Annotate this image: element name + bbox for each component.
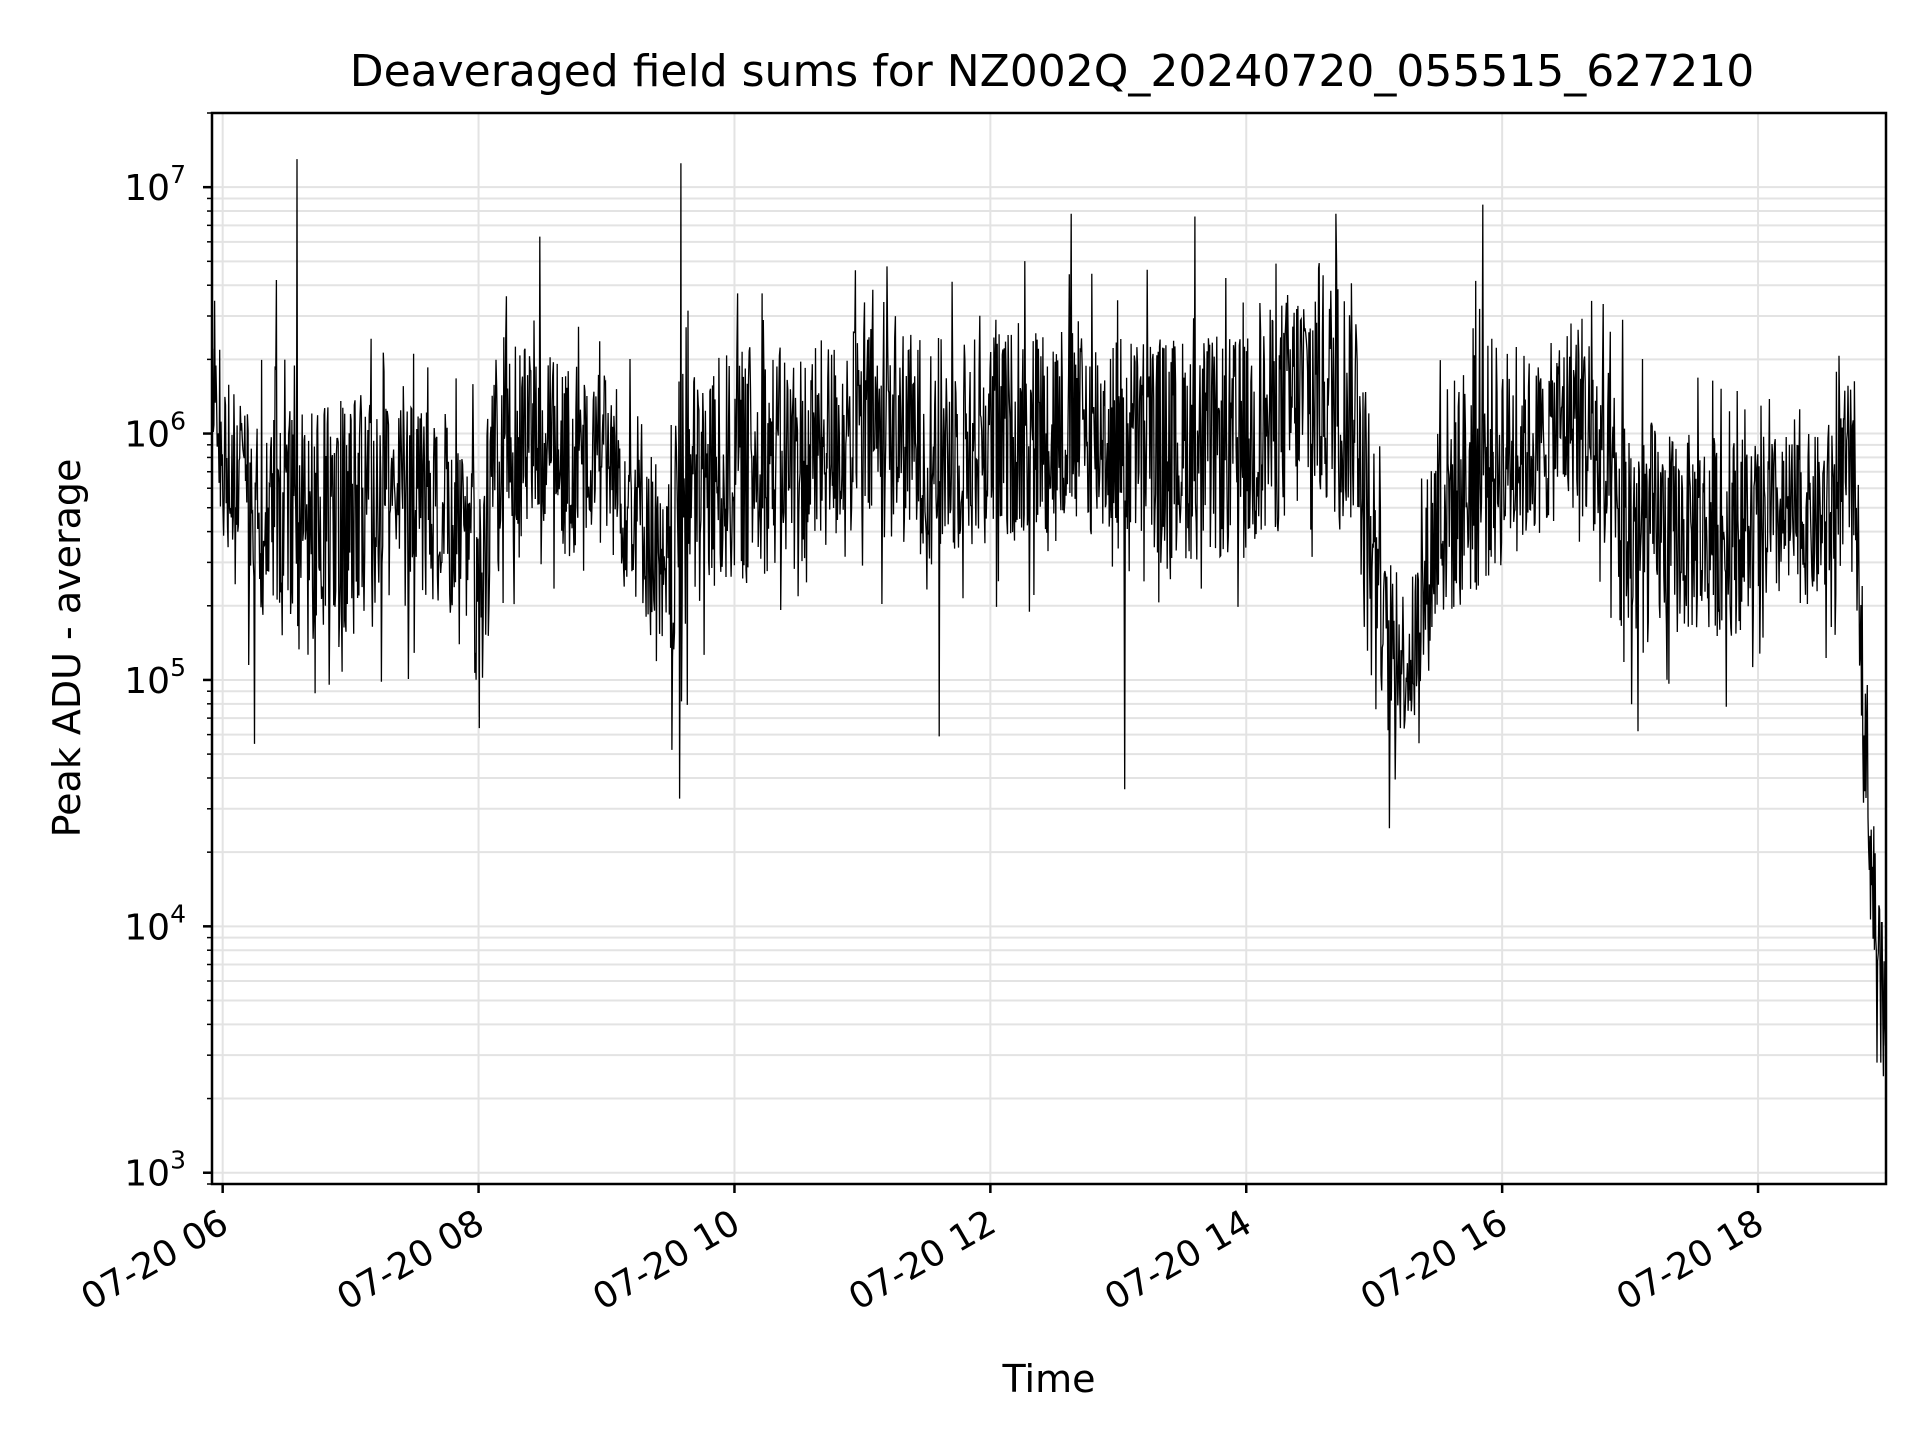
y-tick-label: 103	[124, 1146, 186, 1195]
y-tick-label: 105	[124, 653, 186, 702]
plot-area	[211, 159, 1887, 1077]
x-axis-label: Time	[1002, 1357, 1096, 1401]
y-axis: 103 104 105 106 107	[124, 112, 212, 1195]
x-tick-label: 07-20 16	[1354, 1202, 1515, 1318]
x-tick-label: 07-20 14	[1098, 1202, 1259, 1318]
grid	[212, 112, 1886, 1185]
y-tick-label: 104	[124, 899, 186, 948]
x-tick-label: 07-20 12	[842, 1202, 1003, 1318]
x-tick-label: 07-20 08	[330, 1202, 491, 1318]
x-tick-label: 07-20 06	[74, 1202, 235, 1318]
plot-frame	[210, 111, 1888, 1186]
y-tick-label: 107	[124, 160, 186, 209]
y-axis-label: Peak ADU - average	[45, 459, 89, 838]
x-axis: 07-20 06 07-20 08 07-20 10 07-20 12 07-20 14…	[74, 1184, 1771, 1319]
y-tick-label: 106	[124, 407, 186, 456]
x-tick-label: 07-20 18	[1610, 1202, 1771, 1318]
chart-title: Deaveraged field sums for NZ002Q_2024072…	[350, 46, 1755, 97]
series-line	[211, 159, 1887, 1077]
x-tick-label: 07-20 10	[586, 1202, 747, 1318]
